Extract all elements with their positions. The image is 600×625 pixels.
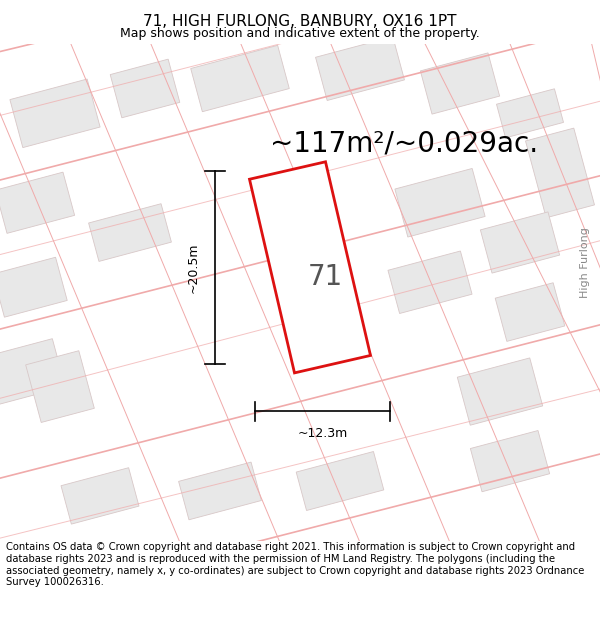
Bar — [26, 351, 94, 423]
Text: Contains OS data © Crown copyright and database right 2021. This information is : Contains OS data © Crown copyright and d… — [6, 542, 584, 588]
Bar — [0, 258, 67, 317]
Text: 71, HIGH FURLONG, BANBURY, OX16 1PT: 71, HIGH FURLONG, BANBURY, OX16 1PT — [143, 14, 457, 29]
Bar — [421, 53, 500, 114]
Text: ~117m²/~0.029ac.: ~117m²/~0.029ac. — [270, 129, 538, 157]
Bar — [496, 89, 563, 138]
Bar — [0, 172, 74, 233]
Text: High Furlong: High Furlong — [580, 227, 590, 298]
Bar — [110, 59, 180, 118]
Bar — [10, 79, 100, 148]
Text: ~20.5m: ~20.5m — [187, 242, 199, 292]
Bar — [495, 282, 565, 341]
Bar — [481, 212, 560, 273]
Bar — [457, 358, 542, 425]
Bar — [191, 46, 289, 112]
Text: 71: 71 — [307, 263, 343, 291]
Text: ~12.3m: ~12.3m — [298, 427, 347, 440]
Bar — [296, 451, 384, 511]
Bar — [395, 169, 485, 237]
Bar — [89, 204, 172, 261]
Bar — [179, 462, 262, 520]
Bar — [470, 431, 550, 492]
Text: Map shows position and indicative extent of the property.: Map shows position and indicative extent… — [120, 27, 480, 39]
Bar — [316, 37, 404, 101]
Bar — [526, 128, 595, 218]
Bar — [0, 339, 65, 404]
Bar — [250, 162, 370, 373]
Bar — [388, 251, 472, 314]
Bar — [61, 468, 139, 524]
